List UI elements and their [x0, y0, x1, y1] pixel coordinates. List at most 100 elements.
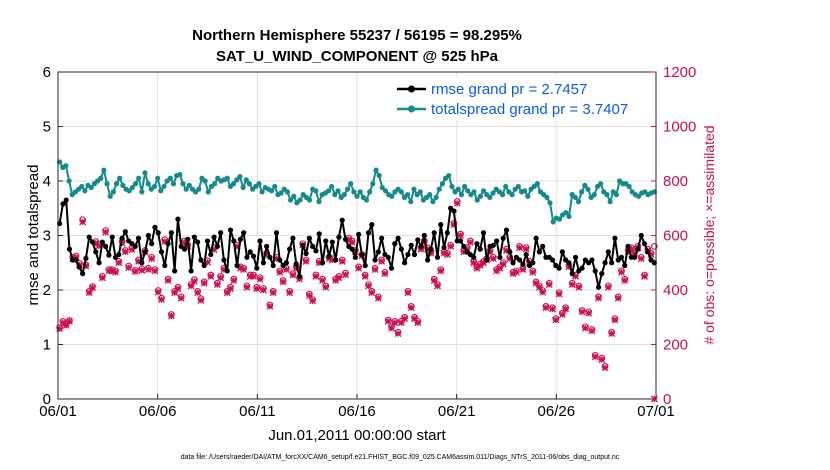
- y-axis-label: rmse and totalspread: [25, 165, 42, 306]
- obs-assimilated-marker: [371, 266, 379, 274]
- series-point-rmse: [641, 241, 648, 247]
- y-tick-label: 4: [43, 173, 51, 190]
- y-tick-label: 5: [43, 119, 51, 136]
- legend-marker-totalspread: [408, 105, 415, 113]
- series-point-totalspread: [104, 181, 110, 187]
- series-point-rmse: [523, 251, 529, 258]
- obs-assimilated-marker: [558, 311, 566, 318]
- series-point-rmse: [379, 235, 385, 241]
- series-point-rmse: [250, 253, 257, 259]
- y-right-tick-label: 0: [663, 391, 671, 408]
- series-point-totalspread: [550, 219, 556, 225]
- legend-marker-rmse: [408, 85, 415, 93]
- obs-assimilated-marker: [601, 364, 609, 372]
- series-point-totalspread: [325, 188, 332, 194]
- series-point-rmse: [122, 229, 128, 235]
- series-point-rmse: [549, 257, 556, 263]
- obs-assimilated-marker: [250, 272, 257, 280]
- series-point-totalspread: [477, 193, 483, 199]
- series-point-rmse: [80, 271, 86, 277]
- series-point-rmse: [336, 234, 342, 240]
- series-point-totalspread: [436, 186, 442, 192]
- series-point-totalspread: [139, 189, 145, 195]
- series-point-rmse: [592, 268, 598, 274]
- obs-assimilated-marker: [309, 297, 317, 305]
- y-axis-right-label: # of obs: o=possible; ×=assimilated: [701, 125, 717, 344]
- data-file-footnote: data file: /Users/raeder/DAI/ATM_forcXX/…: [181, 454, 620, 461]
- series-point-totalspread: [158, 188, 164, 194]
- series-point-totalspread: [212, 181, 218, 187]
- x-tick-label: 06/16: [338, 403, 376, 420]
- series-point-totalspread: [363, 197, 370, 203]
- obs-assimilated-marker: [430, 277, 438, 284]
- x-tick-label: 06/11: [239, 403, 275, 420]
- series-point-rmse: [267, 254, 273, 260]
- chart-title: Northern Hemisphere 55237 / 56195 = 98.2…: [192, 27, 522, 44]
- series-point-totalspread: [585, 186, 591, 192]
- obs-assimilated-marker: [394, 330, 402, 338]
- x-tick-label: 06/06: [139, 403, 177, 420]
- obs-assimilated-marker: [384, 317, 392, 325]
- obs-assimilated-marker: [437, 267, 445, 275]
- obs-assimilated-marker: [217, 274, 225, 282]
- series-point-totalspread: [246, 181, 253, 187]
- legend: rmse grand pr = 2.7457 totalspread grand…: [392, 77, 650, 121]
- series-point-totalspread: [126, 188, 132, 194]
- series-point-rmse: [181, 246, 188, 252]
- obs-assimilated-marker: [138, 266, 146, 274]
- series-point-totalspread: [373, 167, 379, 173]
- series-point-rmse: [438, 222, 444, 228]
- series-point-rmse: [316, 231, 322, 237]
- obs-assimilated-marker: [568, 281, 576, 289]
- series-point-totalspread: [427, 192, 433, 198]
- obs-assimilated-marker: [549, 305, 556, 313]
- obs-assimilated-marker: [516, 244, 524, 252]
- obs-assimilated-marker: [374, 294, 382, 302]
- obs-assimilated-marker: [151, 267, 159, 275]
- series-point-totalspread: [180, 181, 186, 187]
- obs-assimilated-marker: [256, 275, 264, 283]
- series-point-rmse: [93, 249, 99, 255]
- series-point-rmse: [589, 257, 595, 263]
- series-point-rmse: [86, 234, 92, 240]
- series-point-rmse: [306, 235, 312, 241]
- obs-assimilated-marker: [401, 315, 409, 323]
- series-point-rmse: [273, 230, 280, 236]
- series-point-totalspread: [455, 186, 461, 192]
- legend-box: [392, 77, 650, 121]
- series-point-rmse: [441, 244, 447, 251]
- series-point-totalspread: [243, 177, 249, 183]
- series-point-totalspread: [316, 199, 322, 205]
- obs-assimilated-marker: [131, 268, 139, 275]
- obs-assimilated-marker: [611, 316, 619, 324]
- series-point-totalspread: [613, 192, 620, 198]
- y-axis-left: 0 1 2 3 4 5 6: [43, 64, 63, 408]
- series-point-rmse: [270, 262, 276, 269]
- series-point-rmse: [172, 268, 178, 274]
- series-point-rmse: [369, 222, 375, 228]
- legend-label-totalspread: totalspread grand pr = 3.7407: [431, 101, 628, 118]
- obs-assimilated-marker: [641, 272, 648, 280]
- series-point-totalspread: [566, 213, 572, 220]
- series-point-rmse: [461, 243, 467, 249]
- series-point-rmse: [323, 238, 329, 244]
- series-point-totalspread: [607, 199, 613, 205]
- obs-assimilated-marker: [575, 283, 583, 291]
- series-point-totalspread: [186, 182, 192, 188]
- series-point-rmse: [264, 243, 270, 249]
- series-point-rmse: [204, 238, 211, 244]
- obs-assimilated-marker: [305, 291, 313, 299]
- series-point-rmse: [152, 224, 158, 230]
- series-point-rmse: [208, 251, 214, 258]
- x-tick-label: 06/26: [538, 403, 576, 420]
- series-point-rmse: [227, 227, 234, 233]
- series-point-rmse: [536, 249, 542, 255]
- series-point-totalspread: [332, 192, 338, 198]
- series-point-totalspread: [474, 197, 480, 203]
- series-point-totalspread: [461, 183, 468, 190]
- series-point-rmse: [237, 236, 243, 242]
- series-point-totalspread: [503, 183, 509, 190]
- obs-assimilated-marker: [404, 289, 412, 297]
- series-point-totalspread: [389, 193, 395, 199]
